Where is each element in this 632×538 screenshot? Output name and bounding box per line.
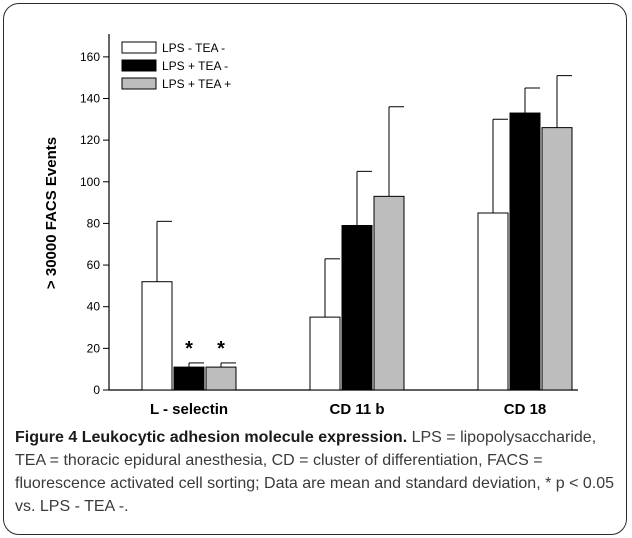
legend-label: LPS + TEA + <box>162 77 231 91</box>
y-tick-label: 40 <box>87 300 101 314</box>
legend-swatch <box>122 60 156 71</box>
bars <box>142 113 572 390</box>
bar <box>478 213 508 390</box>
y-axis-label: > 30000 FACS Events <box>43 137 60 289</box>
bar <box>142 282 172 390</box>
figure-frame: 0 20 40 60 80 100 120 140 160 * * L - selectin CD … <box>3 3 627 535</box>
y-axis-ticks: 0 20 40 60 80 100 120 140 160 <box>80 50 109 397</box>
figure-caption: Figure 4 Leukocytic adhesion molecule ex… <box>15 426 615 518</box>
y-tick-label: 140 <box>80 91 100 105</box>
significance-markers: * * <box>185 338 225 360</box>
bar <box>310 317 340 390</box>
y-tick-label: 0 <box>93 383 100 397</box>
bar <box>174 367 204 390</box>
significance-asterisk: * <box>217 338 225 360</box>
caption-figure-label: Figure 4 <box>15 429 77 446</box>
bar <box>342 225 372 390</box>
significance-asterisk: * <box>185 338 193 360</box>
legend-swatch <box>122 42 156 53</box>
bar <box>206 367 236 390</box>
y-tick-label: 100 <box>80 175 100 189</box>
legend: LPS - TEA - LPS + TEA - LPS + TEA + <box>122 41 231 91</box>
y-tick-label: 20 <box>87 341 101 355</box>
y-tick-label: 160 <box>80 50 100 64</box>
x-category-label: L - selectin <box>150 401 228 418</box>
bar <box>510 113 540 390</box>
legend-label: LPS + TEA - <box>162 59 228 73</box>
x-category-label: CD 11 b <box>329 401 384 418</box>
y-tick-label: 60 <box>87 258 101 272</box>
bar <box>542 128 572 390</box>
x-category-label: CD 18 <box>504 401 547 418</box>
bar <box>374 196 404 390</box>
legend-label: LPS - TEA - <box>162 41 225 55</box>
caption-title: Leukocytic adhesion molecule expression. <box>82 429 407 446</box>
x-axis-categories: L - selectin CD 11 b CD 18 <box>150 401 546 418</box>
legend-swatch <box>122 78 156 89</box>
y-tick-label: 120 <box>80 133 100 147</box>
y-tick-label: 80 <box>87 216 101 230</box>
